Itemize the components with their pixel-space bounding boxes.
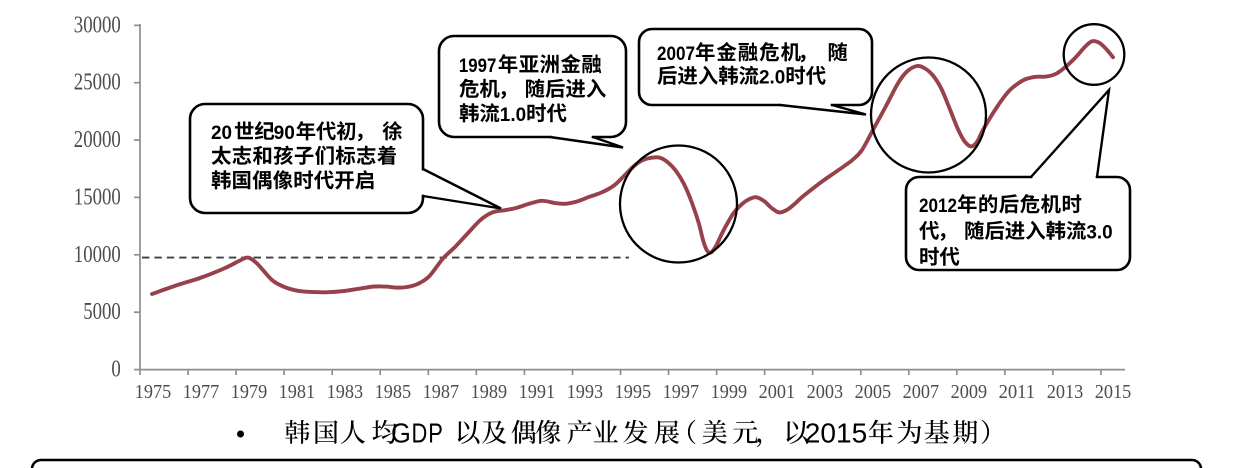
svg-text:1979: 1979 (231, 381, 268, 403)
svg-text:5000: 5000 (83, 299, 121, 325)
svg-text:2015: 2015 (805, 417, 868, 448)
svg-text:25000: 25000 (74, 70, 121, 96)
svg-text:2.0: 2.0 (759, 67, 785, 88)
svg-text:30000: 30000 (74, 12, 121, 38)
svg-text:2012: 2012 (919, 196, 957, 217)
svg-text:1997: 1997 (663, 381, 700, 403)
svg-text:3.0: 3.0 (1086, 222, 1112, 243)
svg-text:G: G (391, 417, 411, 448)
svg-text:1991: 1991 (519, 381, 556, 403)
svg-text:2009: 2009 (951, 381, 988, 403)
svg-text:20: 20 (211, 123, 232, 144)
svg-text:2001: 2001 (759, 381, 796, 403)
svg-text:1981: 1981 (279, 381, 316, 403)
svg-text:2011: 2011 (999, 381, 1036, 403)
svg-text:1999: 1999 (711, 381, 748, 403)
svg-text:15000: 15000 (74, 184, 121, 210)
svg-text:2013: 2013 (1047, 381, 1084, 403)
svg-text:2005: 2005 (855, 381, 892, 403)
svg-text:1975: 1975 (135, 381, 172, 403)
svg-text:10000: 10000 (74, 242, 121, 268)
svg-text:1989: 1989 (471, 381, 508, 403)
svg-text:1995: 1995 (615, 381, 652, 403)
svg-text:D: D (412, 417, 428, 448)
svg-text:1983: 1983 (327, 381, 364, 403)
svg-text:1987: 1987 (423, 381, 460, 403)
svg-text:1997: 1997 (459, 56, 497, 77)
svg-text:P: P (428, 417, 443, 448)
svg-text:1985: 1985 (375, 381, 412, 403)
svg-text:0: 0 (111, 357, 120, 383)
svg-text:2003: 2003 (807, 381, 844, 403)
svg-text:2007: 2007 (657, 44, 695, 65)
svg-text:2007: 2007 (903, 381, 940, 403)
svg-text:1977: 1977 (183, 381, 220, 403)
svg-text:1993: 1993 (567, 381, 604, 403)
svg-text:1.0: 1.0 (500, 105, 526, 126)
svg-text:2015: 2015 (1095, 381, 1132, 403)
svg-text:90: 90 (274, 123, 295, 144)
svg-text:20000: 20000 (74, 127, 121, 153)
